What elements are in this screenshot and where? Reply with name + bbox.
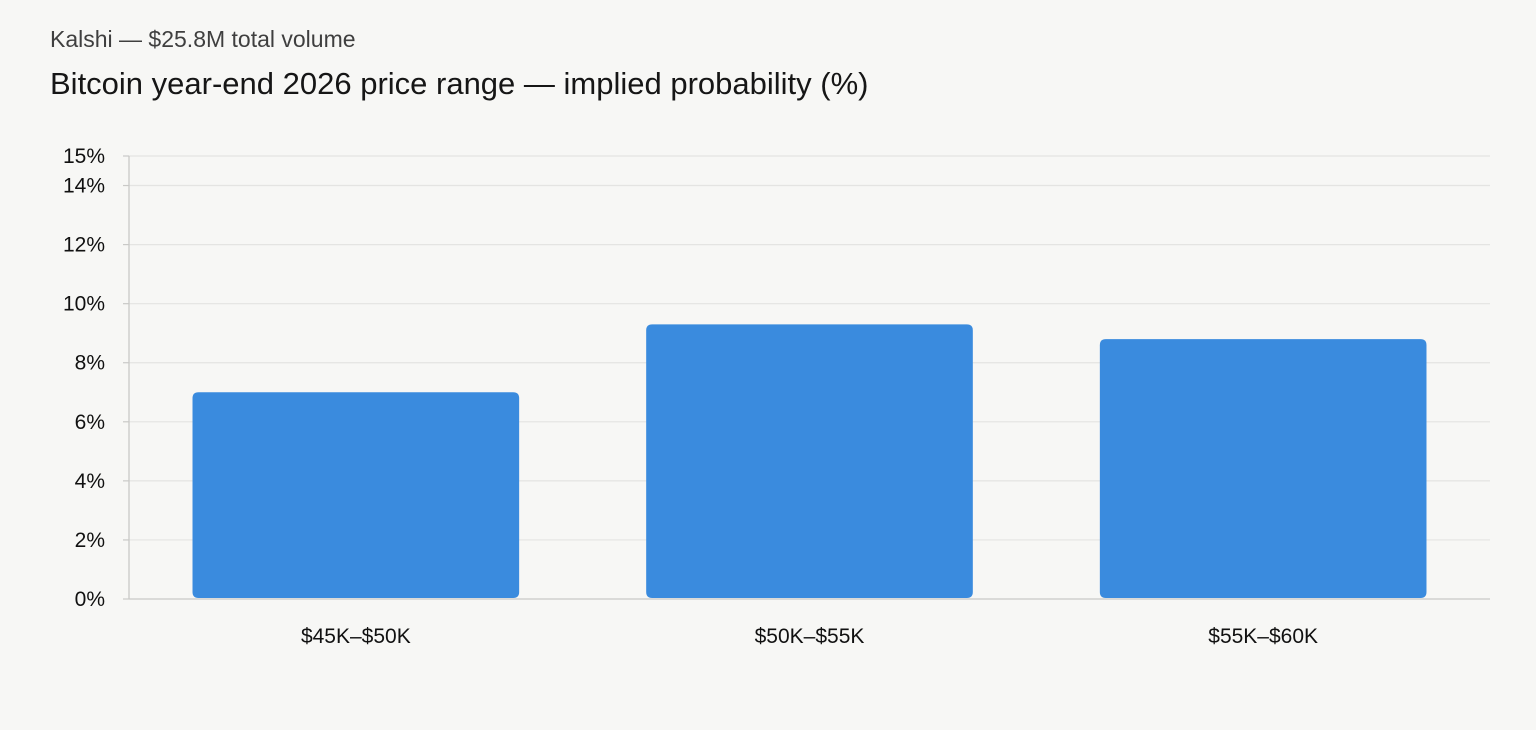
y-tick-label: 6% bbox=[75, 411, 105, 434]
bar bbox=[1099, 339, 1427, 598]
bar bbox=[646, 324, 973, 598]
y-tick-label: 4% bbox=[75, 470, 105, 493]
y-tick-label: 14% bbox=[63, 175, 105, 198]
chart-subtitle: Kalshi — $25.8M total volume bbox=[50, 26, 356, 52]
y-tick-label: 0% bbox=[75, 588, 105, 611]
axis-labels: 0% 2% 4% 6% 8% 10% 12% 14% 15% $45K–$50K $50K–$55K… bbox=[63, 145, 1318, 648]
y-tick-label: 15% bbox=[63, 145, 105, 168]
y-tick-label: 8% bbox=[75, 352, 105, 375]
y-tick-label: 12% bbox=[63, 234, 105, 257]
y-tick-label: 10% bbox=[63, 293, 105, 316]
chart-title: Bitcoin year-end 2026 price range — impl… bbox=[50, 66, 869, 101]
x-tick-label: $55K–$60K bbox=[1208, 625, 1318, 648]
x-tick-label: $45K–$50K bbox=[301, 625, 411, 648]
axes bbox=[123, 155, 1490, 600]
y-tick-label: 2% bbox=[75, 529, 105, 552]
x-tick-label: $50K–$55K bbox=[755, 625, 865, 648]
bar bbox=[192, 392, 520, 598]
bars bbox=[192, 324, 1427, 598]
